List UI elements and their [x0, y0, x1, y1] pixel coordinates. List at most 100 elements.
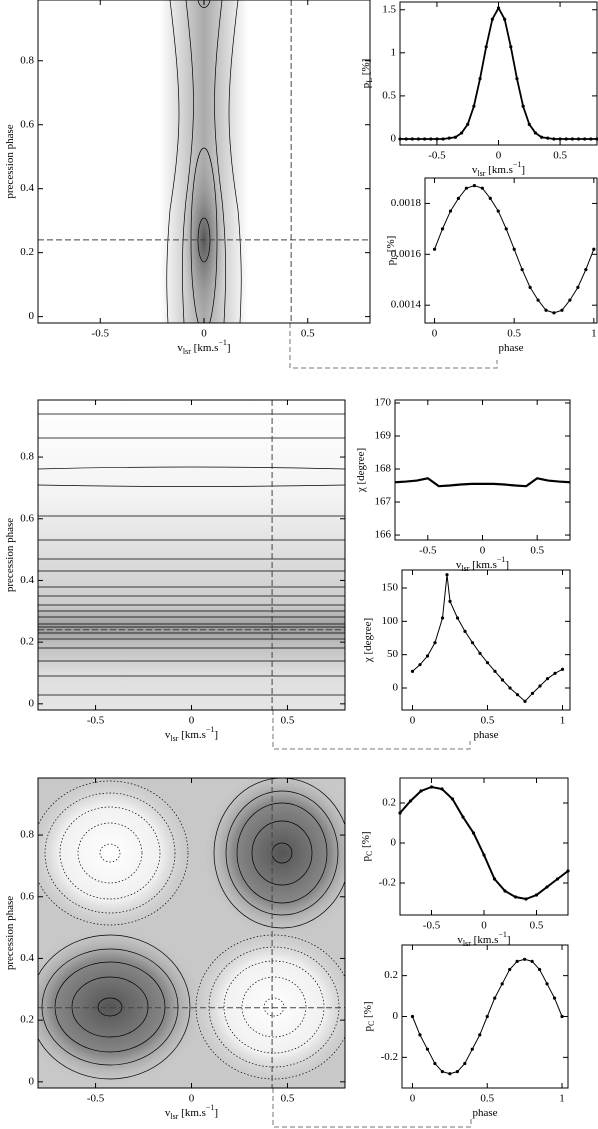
marker: [419, 789, 423, 793]
x-axis-label-part: ]: [214, 1107, 218, 1119]
x-axis-label-part: lsr: [477, 169, 485, 178]
y-tick-label: 0.2: [382, 797, 396, 809]
x-axis-label-part: v: [177, 342, 183, 354]
x-axis-label-part: lsr: [461, 564, 469, 573]
marker: [560, 667, 565, 671]
map-image: [38, 0, 370, 323]
y-tick-label: 0.8: [20, 829, 34, 841]
marker: [464, 186, 469, 190]
x-axis-label-part: ]: [507, 934, 511, 946]
marker: [515, 959, 519, 963]
y-axis-label-part: [%]: [360, 831, 372, 850]
x-axis-label: phase: [498, 342, 523, 354]
x-tick-label: 0: [201, 328, 207, 340]
x-axis-label-part: ]: [227, 342, 231, 354]
x-axis-label-part: phase: [472, 1107, 497, 1119]
marker: [433, 641, 437, 645]
marker: [570, 137, 574, 141]
y-tick-label: 0.5: [382, 89, 396, 101]
marker: [441, 137, 445, 141]
x-axis-label-part: ]: [521, 164, 525, 176]
x-axis-label-part: v: [456, 559, 462, 571]
x-tick-label: 0.5: [281, 715, 295, 727]
marker: [545, 982, 549, 986]
marker: [530, 959, 534, 963]
marker: [545, 885, 549, 889]
x-tick-label: -0.5: [87, 715, 105, 727]
x-axis-label-part: lsr: [170, 1112, 178, 1121]
marker: [440, 616, 445, 620]
marker: [513, 895, 518, 899]
marker: [492, 877, 497, 881]
y-axis-label-part: L: [365, 78, 374, 83]
x-axis-label-part: lsr: [170, 734, 178, 743]
marker: [515, 77, 519, 81]
x-axis-label-part: phase: [473, 729, 498, 741]
y-axis-label-part: precession phase: [4, 896, 16, 970]
marker: [484, 45, 488, 49]
x-tick-label: 0: [410, 715, 416, 727]
marker: [470, 641, 475, 645]
marker: [533, 131, 538, 135]
marker: [488, 196, 492, 200]
y-tick-label: 0.4: [20, 574, 34, 586]
marker: [509, 45, 513, 49]
y-axis-label: precession phase: [4, 124, 16, 198]
map-image: [37, 400, 346, 710]
y-axis-label: pC [%]: [360, 831, 375, 861]
marker: [504, 227, 508, 231]
x-tick-label: 0: [496, 150, 502, 162]
x-axis-label-part: ]: [505, 559, 509, 571]
marker: [546, 136, 550, 140]
marker: [410, 137, 414, 141]
y-tick-label: 100: [382, 615, 399, 627]
marker: [503, 17, 507, 21]
marker: [552, 137, 556, 141]
connector: [272, 323, 498, 1128]
x-tick-label: 0: [480, 545, 486, 557]
marker: [418, 1033, 422, 1037]
x-axis-label-part: v: [472, 164, 478, 176]
marker: [482, 853, 486, 857]
y-axis-label-part: [%]: [385, 236, 397, 255]
x-tick-label: 0: [481, 920, 487, 932]
x-tick-label: 0: [432, 328, 438, 340]
plot-frame: [399, 777, 569, 916]
marker: [534, 893, 539, 897]
marker: [416, 137, 421, 141]
x-axis-label-part: [km.s: [191, 342, 219, 354]
plot-frame: [401, 944, 569, 1089]
marker: [463, 629, 467, 633]
y-tick-label: 50: [387, 648, 399, 660]
y-tick-label: 0.0014: [391, 299, 422, 311]
x-axis-label-part: [km.s: [471, 934, 499, 946]
y-tick-label: 166: [375, 529, 392, 541]
x-axis-label-part: ]: [214, 729, 218, 741]
y-tick-label: 1.5: [382, 3, 396, 15]
line: [399, 785, 569, 901]
y-axis-label-part: p: [360, 82, 372, 88]
y-axis-label-part: p: [385, 259, 397, 265]
marker: [448, 599, 452, 603]
y-axis-label-part: C: [367, 1021, 376, 1026]
marker: [536, 298, 540, 302]
x-axis-label-part: lsr: [463, 939, 471, 948]
y-tick-label: 0.4: [20, 952, 34, 964]
marker: [478, 77, 482, 81]
y-axis-label-part: precession phase: [4, 518, 16, 592]
x-axis-label-part: −1: [513, 160, 522, 169]
marker: [553, 671, 557, 675]
marker: [461, 815, 465, 819]
y-tick-label: 0.6: [20, 890, 34, 902]
marker: [564, 137, 568, 141]
marker: [537, 967, 542, 972]
y-tick-label: 0.2: [20, 1014, 34, 1026]
y-axis-label: precession phase: [4, 896, 16, 970]
x-tick-label: 0: [189, 1093, 195, 1105]
marker: [583, 137, 587, 141]
x-axis-label: vlsr [km.s−1]: [165, 1103, 218, 1121]
marker: [560, 1014, 564, 1019]
marker: [555, 877, 560, 881]
y-axis-label-part: [%]: [360, 59, 372, 78]
